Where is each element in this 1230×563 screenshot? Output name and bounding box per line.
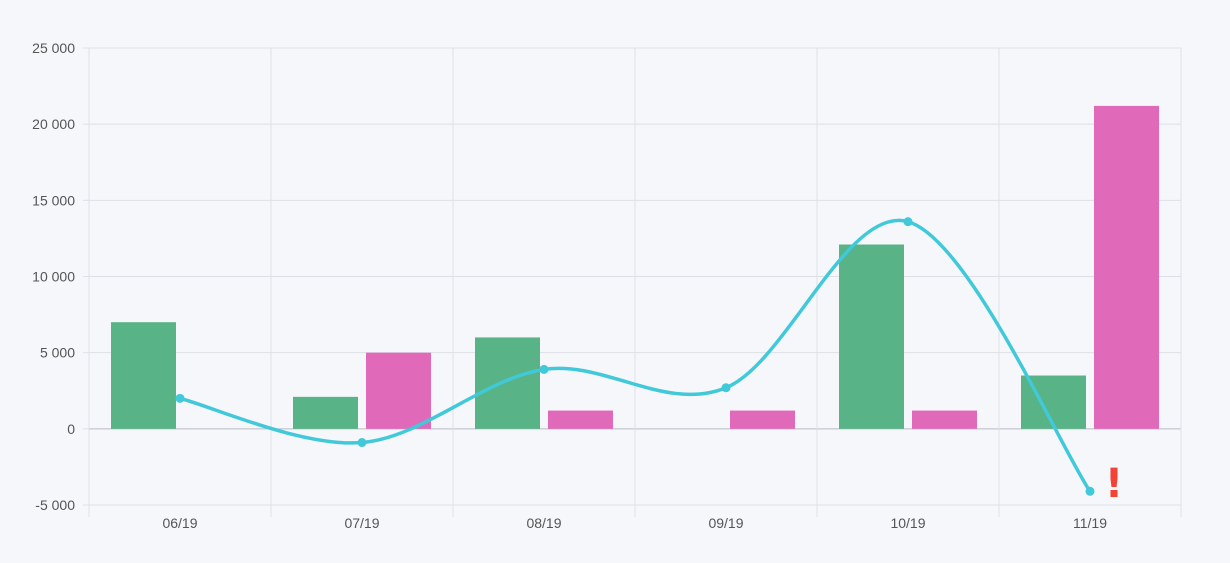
bar-series2-09-19	[730, 410, 795, 429]
bar-series1-08-19	[475, 337, 540, 429]
x-tick-label: 09/19	[708, 515, 743, 531]
line-point-08-19	[539, 364, 549, 374]
bar-series2-07-19	[366, 352, 431, 429]
bars	[111, 105, 1159, 429]
y-tick-label: 15 000	[32, 192, 75, 208]
alert-icon: !	[1105, 461, 1123, 507]
bar-series2-11-19	[1094, 105, 1159, 429]
bar-series2-08-19	[548, 410, 613, 429]
x-tick-label: 08/19	[526, 515, 561, 531]
x-axis-ticks: 06/19 07/19 08/19 09/19 10/19 11/19	[162, 515, 1107, 531]
bar-series1-10-19	[839, 244, 904, 429]
bar-series1-06-19	[111, 322, 176, 429]
y-tick-label: 20 000	[32, 116, 75, 132]
line-point-09-19	[721, 383, 731, 393]
line-series	[175, 217, 1095, 496]
y-tick-label: 25 000	[32, 40, 75, 56]
line-point-06-19	[175, 393, 185, 403]
x-tick-label: 07/19	[344, 515, 379, 531]
annotations: !	[1105, 461, 1123, 507]
bar-series1-07-19	[293, 396, 358, 429]
x-tick-label: 10/19	[890, 515, 925, 531]
x-tick-label: 06/19	[162, 515, 197, 531]
line-point-07-19	[357, 438, 367, 448]
x-tick-label: 11/19	[1073, 515, 1107, 531]
y-axis-ticks: -5 000 0 5 000 10 000 15 000 20 000 25 000	[32, 40, 75, 513]
line-point-10-19	[903, 217, 913, 227]
y-tick-label: -5 000	[35, 497, 75, 513]
grid	[83, 47, 1182, 517]
line-point-11-19	[1085, 486, 1095, 496]
bar-series2-10-19	[912, 410, 977, 429]
y-tick-label: 5 000	[40, 345, 75, 361]
y-tick-label: 10 000	[32, 269, 75, 285]
y-tick-label: 0	[67, 421, 75, 437]
